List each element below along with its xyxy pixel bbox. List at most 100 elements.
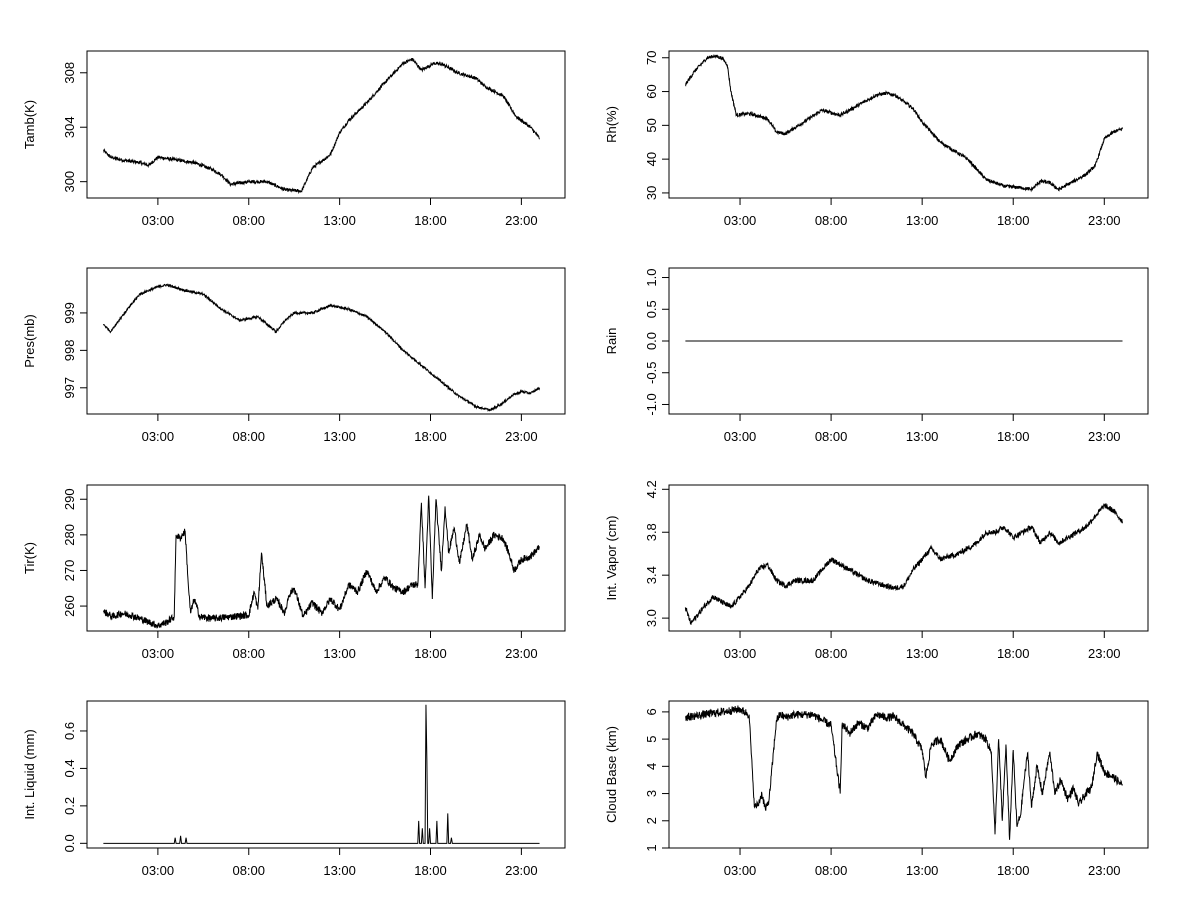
y-tick-label: 6 (644, 708, 659, 715)
x-tick-label: 23:00 (505, 429, 538, 444)
y-tick-label: 304 (62, 116, 77, 138)
series-line (684, 54, 1123, 193)
series-line (684, 705, 1123, 840)
y-tick-label: 0.5 (644, 300, 659, 318)
x-tick-label: 23:00 (1088, 429, 1121, 444)
y-tick-label: 3.8 (644, 523, 659, 541)
x-tick-label: 23:00 (1088, 646, 1121, 661)
y-tick-label: 4.2 (644, 480, 659, 498)
y-tick-label: -1.0 (644, 393, 659, 415)
x-tick-label: 03:00 (724, 213, 757, 228)
y-tick-label: 300 (62, 171, 77, 193)
series-line (103, 704, 540, 844)
y-tick-label: 3.4 (644, 566, 659, 584)
y-axis-label: Tir(K) (22, 542, 37, 574)
y-axis-label: Int. Liquid (mm) (22, 729, 37, 819)
y-axis-label: Tamb(K) (22, 100, 37, 149)
panel-6: 03:00 08:00 13:00 18:00 23:00 3.0 3.4 3.8 4.2 Int… (604, 480, 1149, 661)
x-tick-label: 18:00 (414, 213, 447, 228)
y-tick-label: 290 (62, 488, 77, 510)
series-line (103, 495, 540, 629)
y-tick-label: 3 (644, 790, 659, 797)
x-tick-label: 03:00 (724, 646, 757, 661)
y-tick-label: 0.0 (62, 834, 77, 852)
x-tick-label: 18:00 (414, 429, 447, 444)
plot-frame (86, 50, 566, 199)
y-axis-label: Rain (604, 328, 619, 355)
x-tick-label: 08:00 (232, 213, 265, 228)
plot-frame (86, 700, 566, 849)
plot-frame (668, 484, 1149, 632)
x-tick-label: 18:00 (997, 429, 1030, 444)
y-tick-label: 0.2 (62, 797, 77, 815)
series-line (684, 503, 1123, 626)
x-tick-label: 18:00 (997, 646, 1030, 661)
x-tick-label: 13:00 (323, 429, 356, 444)
y-tick-label: 260 (62, 595, 77, 617)
x-tick-label: 23:00 (505, 213, 538, 228)
y-axis-label: Cloud Base (km) (604, 726, 619, 823)
x-tick-label: 13:00 (906, 646, 939, 661)
x-tick-label: 13:00 (323, 646, 356, 661)
x-tick-label: 18:00 (997, 213, 1030, 228)
x-tick-label: 08:00 (815, 429, 848, 444)
x-tick-label: 08:00 (815, 863, 848, 878)
series-line (103, 57, 540, 195)
x-tick-label: 08:00 (815, 213, 848, 228)
y-tick-label: 1 (644, 844, 659, 851)
y-tick-label: 308 (62, 62, 77, 84)
y-axis-label: Int. Vapor (cm) (604, 515, 619, 600)
panel-3: 03:00 08:00 13:00 18:00 23:00 997 998 999 Pres(m… (22, 267, 566, 444)
x-tick-label: 13:00 (906, 429, 939, 444)
y-tick-label: 997 (62, 377, 77, 399)
plot-frame (668, 50, 1149, 199)
x-tick-label: 03:00 (142, 213, 175, 228)
plot-frame (86, 267, 566, 415)
y-tick-label: 50 (644, 118, 659, 132)
y-tick-label: 60 (644, 84, 659, 98)
y-tick-label: -0.5 (644, 362, 659, 384)
y-tick-label: 998 (62, 340, 77, 362)
x-tick-label: 18:00 (414, 646, 447, 661)
x-tick-label: 03:00 (142, 863, 175, 878)
x-tick-label: 03:00 (142, 429, 175, 444)
y-tick-label: 70 (644, 51, 659, 65)
x-tick-label: 03:00 (724, 863, 757, 878)
y-tick-label: 2 (644, 817, 659, 824)
y-tick-label: 0.4 (62, 759, 77, 777)
x-tick-label: 23:00 (505, 863, 538, 878)
x-tick-label: 23:00 (1088, 213, 1121, 228)
y-axis-label: Pres(mb) (22, 314, 37, 367)
x-tick-label: 08:00 (232, 863, 265, 878)
y-tick-label: 40 (644, 152, 659, 166)
y-tick-label: 0.6 (62, 722, 77, 740)
x-tick-label: 08:00 (232, 646, 265, 661)
x-tick-label: 03:00 (724, 429, 757, 444)
x-tick-label: 13:00 (323, 213, 356, 228)
series-line (102, 283, 541, 412)
plot-frame (86, 484, 566, 632)
panel-2: 03:00 08:00 13:00 18:00 23:00 30 40 50 60 70 Rh(%) (604, 50, 1149, 228)
panel-4: 03:00 08:00 13:00 18:00 23:00 -1.0 -0.5 0.0 0.5 1… (604, 267, 1149, 444)
x-tick-label: 08:00 (232, 429, 265, 444)
y-tick-label: 4 (644, 763, 659, 770)
panel-1: 03:00 08:00 13:00 18:00 23:00 300 304 308 Tamb(K… (22, 50, 566, 228)
y-tick-label: 30 (644, 186, 659, 200)
x-tick-label: 18:00 (414, 863, 447, 878)
x-tick-label: 13:00 (906, 213, 939, 228)
y-tick-label: 1.0 (644, 268, 659, 286)
y-tick-label: 270 (62, 560, 77, 582)
y-axis-label: Rh(%) (604, 106, 619, 143)
plot-frame (668, 700, 1149, 849)
panel-7: 03:00 08:00 13:00 18:00 23:00 0.0 0.2 0.4 0.6 Int… (22, 700, 566, 878)
panel-8: 03:00 08:00 13:00 18:00 23:00 1 2 3 4 5 6 Cloud Bas… (604, 700, 1149, 878)
y-tick-label: 999 (62, 302, 77, 324)
x-tick-label: 03:00 (142, 646, 175, 661)
x-tick-label: 23:00 (1088, 863, 1121, 878)
y-tick-label: 3.0 (644, 609, 659, 627)
x-tick-label: 08:00 (815, 646, 848, 661)
panel-5: 03:00 08:00 13:00 18:00 23:00 260 270 280 290 Tir… (22, 484, 566, 661)
y-tick-label: 280 (62, 524, 77, 546)
x-tick-label: 13:00 (323, 863, 356, 878)
